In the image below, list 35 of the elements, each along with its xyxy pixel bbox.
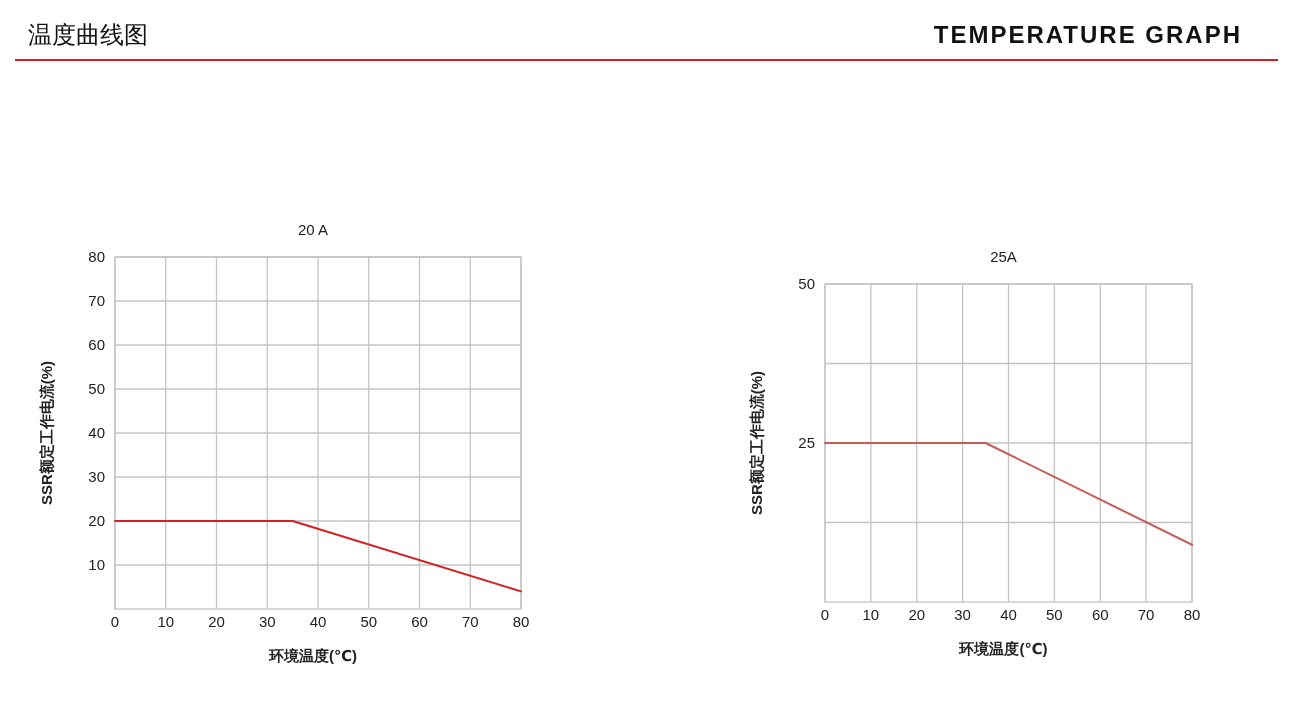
x-tick-label: 40 (1000, 606, 1017, 623)
x-tick-label: 50 (360, 613, 378, 630)
x-tick-label: 50 (1046, 606, 1063, 623)
y-tick-label: 60 (88, 336, 105, 353)
x-tick-label: 0 (820, 606, 830, 623)
x-axis-title: 环境温度(℃) (958, 640, 1048, 657)
x-tick-label: 20 (208, 613, 225, 630)
x-axis-title: 环境温度(℃) (267, 647, 358, 664)
x-tick-label: 0 (110, 613, 120, 630)
chart-title: 25A (990, 248, 1017, 265)
text: TEMPERATURE GRAPH (933, 21, 1242, 48)
x-tick-label: 10 (862, 606, 880, 623)
y-axis-title: SSR额定工作电流(%) (748, 370, 765, 516)
x-tick-label: 60 (1091, 606, 1109, 623)
x-tick-label: 40 (309, 613, 327, 630)
chart-title: 20 A (297, 221, 329, 238)
x-tick-label: 70 (461, 613, 479, 630)
y-tick-label: 25 (798, 434, 815, 451)
x-tick-label: 30 (258, 613, 276, 630)
x-tick-label: 10 (157, 613, 175, 630)
x-tick-label: 80 (512, 613, 530, 630)
y-tick-label: 10 (88, 556, 105, 573)
x-tick-label: 80 (1183, 606, 1201, 623)
x-tick-label: 60 (411, 613, 428, 630)
x-tick-label: 70 (1137, 606, 1155, 623)
y-tick-label: 70 (88, 292, 105, 309)
y-tick-label: 80 (88, 248, 105, 265)
y-tick-label: 40 (88, 424, 105, 441)
y-tick-label: 20 (88, 512, 105, 529)
text: 温度曲线图 (28, 21, 148, 48)
x-tick-label: 20 (908, 606, 926, 623)
y-axis-title: SSR额定工作电流(%) (38, 360, 55, 506)
y-tick-label: 30 (88, 468, 105, 485)
x-tick-label: 30 (954, 606, 971, 623)
y-tick-label: 50 (88, 380, 105, 397)
